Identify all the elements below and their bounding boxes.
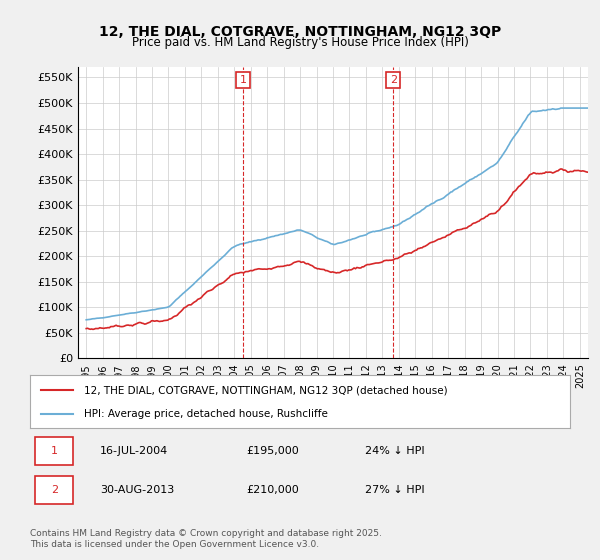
FancyBboxPatch shape xyxy=(35,437,73,465)
Text: 2: 2 xyxy=(389,75,397,85)
Text: 16-JUL-2004: 16-JUL-2004 xyxy=(100,446,169,456)
Text: 12, THE DIAL, COTGRAVE, NOTTINGHAM, NG12 3QP (detached house): 12, THE DIAL, COTGRAVE, NOTTINGHAM, NG12… xyxy=(84,385,448,395)
Text: 24% ↓ HPI: 24% ↓ HPI xyxy=(365,446,424,456)
Text: Price paid vs. HM Land Registry's House Price Index (HPI): Price paid vs. HM Land Registry's House … xyxy=(131,36,469,49)
Text: Contains HM Land Registry data © Crown copyright and database right 2025.
This d: Contains HM Land Registry data © Crown c… xyxy=(30,529,382,549)
FancyBboxPatch shape xyxy=(35,476,73,504)
Text: £210,000: £210,000 xyxy=(246,485,299,495)
Text: 30-AUG-2013: 30-AUG-2013 xyxy=(100,485,175,495)
Text: 27% ↓ HPI: 27% ↓ HPI xyxy=(365,485,424,495)
Text: 1: 1 xyxy=(239,75,247,85)
Text: £195,000: £195,000 xyxy=(246,446,299,456)
Text: HPI: Average price, detached house, Rushcliffe: HPI: Average price, detached house, Rush… xyxy=(84,408,328,418)
Text: 1: 1 xyxy=(51,446,58,456)
Text: 12, THE DIAL, COTGRAVE, NOTTINGHAM, NG12 3QP: 12, THE DIAL, COTGRAVE, NOTTINGHAM, NG12… xyxy=(99,25,501,39)
Text: 2: 2 xyxy=(51,485,58,495)
